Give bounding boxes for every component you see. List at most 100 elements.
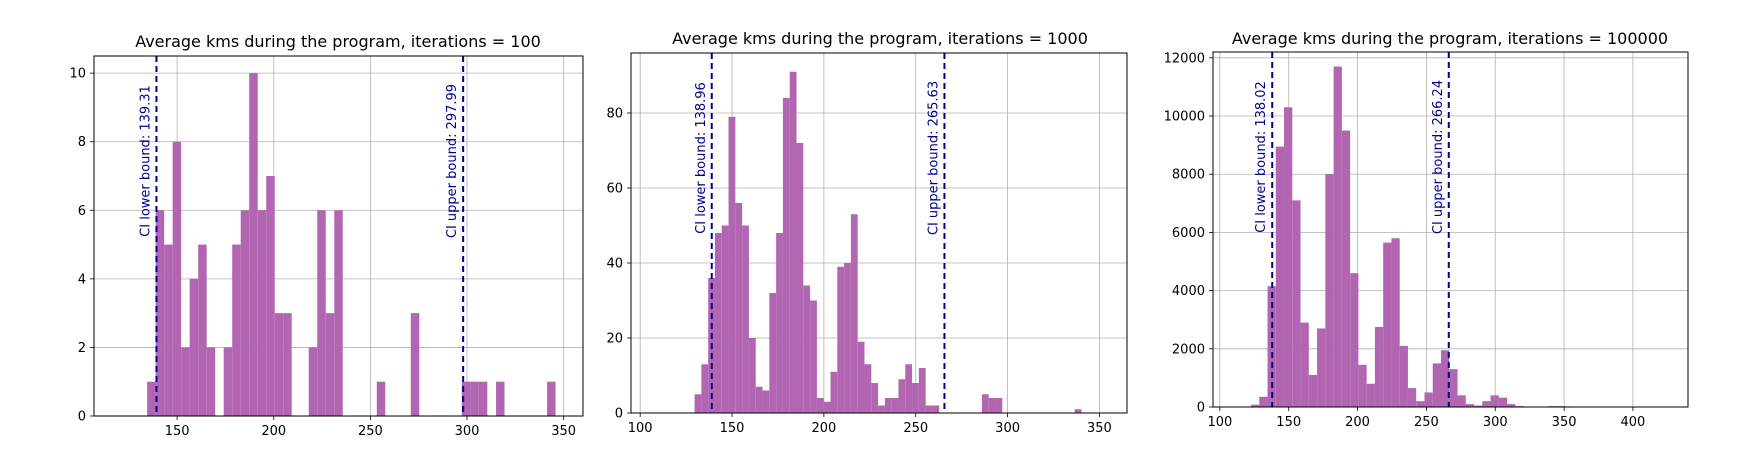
histogram-bar: [995, 398, 1003, 413]
ci-lower-label: CI lower bound: 139.31: [138, 85, 153, 237]
histogram-bar: [844, 263, 851, 413]
histogram-bar: [249, 73, 258, 417]
histogram-bar: [1350, 273, 1359, 407]
x-tick-label: 200: [1345, 415, 1370, 430]
histogram-bar: [782, 98, 790, 413]
histogram-bar: [147, 381, 156, 416]
panel-iterations-100: Average kms during the program, iteratio…: [69, 32, 584, 439]
chart-title: Average kms during the program, iteratio…: [135, 32, 541, 51]
y-tick-label: 2: [78, 341, 86, 356]
histogram-bar: [1325, 174, 1334, 407]
histogram-bar: [1284, 107, 1293, 407]
x-tick-label: 350: [551, 424, 576, 439]
y-tick-label: 12000: [1164, 51, 1205, 66]
y-tick-label: 6: [78, 204, 86, 219]
histogram-bar: [816, 398, 824, 413]
histogram-bar: [172, 141, 182, 416]
x-tick-label: 100: [628, 421, 653, 436]
histogram-bar: [257, 210, 267, 416]
histogram-bar: [988, 398, 996, 413]
histogram-bar: [1374, 326, 1384, 407]
histogram-bar: [1074, 409, 1082, 413]
ci-upper-label: CI upper bound: 265.63: [926, 81, 941, 235]
plot-frame: [630, 52, 1128, 414]
histogram-bar: [334, 210, 343, 416]
histogram-bar: [1317, 328, 1326, 407]
histogram-bar: [701, 364, 709, 413]
histogram-bar: [1300, 322, 1309, 407]
histogram-bar: [769, 293, 777, 413]
x-tick-label: 100: [1207, 415, 1232, 430]
histogram-bar: [283, 313, 292, 416]
histogram-bar: [1449, 369, 1458, 407]
histogram-bar: [762, 390, 770, 413]
histogram-bar: [308, 347, 318, 416]
ci-lower-label: CI lower bound: 138.96: [694, 82, 709, 234]
histogram-bar: [871, 383, 879, 413]
x-tick-label: 300: [455, 424, 480, 439]
histogram-bar: [189, 278, 199, 416]
histogram-bar: [1416, 401, 1425, 407]
histogram-bar: [1308, 374, 1318, 407]
histogram-bar: [240, 210, 250, 416]
y-tick-label: 60: [606, 182, 623, 197]
histogram-bar: [891, 398, 899, 413]
histogram-bar: [830, 371, 838, 413]
histogram-bar: [266, 176, 275, 416]
histogram-bar: [905, 364, 913, 413]
histogram-bar: [810, 300, 817, 413]
histogram-bar: [742, 225, 749, 413]
histogram-bar: [410, 313, 420, 416]
histogram-bar: [1251, 404, 1260, 407]
histogram-bar: [547, 381, 556, 416]
y-tick-label: 0: [615, 407, 623, 422]
histogram-bar: [789, 71, 797, 413]
chart-title: Average kms during the program, iteratio…: [1232, 29, 1668, 48]
histogram-bar: [206, 347, 216, 416]
y-tick-label: 20: [606, 332, 623, 347]
x-tick-label: 200: [261, 424, 286, 439]
histogram-bar: [1507, 404, 1516, 407]
histogram-bar: [878, 405, 885, 413]
histogram-bar: [1275, 146, 1285, 407]
histogram-bar: [478, 381, 488, 416]
histogram-bar: [198, 244, 207, 416]
histogram-bar: [694, 394, 702, 413]
x-tick-label: 150: [1276, 415, 1301, 430]
ci-upper-label: CI upper bound: 266.24: [1431, 80, 1446, 234]
y-tick-label: 6000: [1172, 226, 1205, 241]
histogram-bar: [232, 244, 241, 416]
x-tick-label: 250: [358, 424, 383, 439]
histogram-bar: [884, 398, 892, 413]
histogram-bar: [1490, 395, 1499, 407]
y-tick-label: 4: [78, 272, 86, 287]
histogram-bar: [164, 244, 173, 416]
histogram-bar: [864, 364, 872, 413]
histogram-bar: [1424, 392, 1433, 407]
histogram-bar: [898, 379, 906, 413]
chart-title: Average kms during the program, iteratio…: [672, 29, 1088, 48]
x-tick-label: 300: [995, 421, 1020, 436]
x-tick-label: 350: [1087, 421, 1112, 436]
histogram-bar: [1341, 130, 1351, 408]
histogram-bar: [1366, 383, 1375, 407]
histogram-bar: [981, 394, 989, 413]
y-tick-label: 10: [69, 67, 86, 82]
y-tick-label: 10000: [1164, 110, 1205, 125]
histogram-bar: [755, 386, 763, 413]
histogram-bar: [837, 266, 845, 413]
x-tick-label: 400: [1621, 415, 1646, 430]
panel-iterations-1000: Average kms during the program, iteratio…: [606, 29, 1128, 436]
histogram-bar: [728, 116, 736, 413]
histogram-bar: [796, 143, 804, 413]
histogram-bar: [1383, 242, 1392, 407]
histogram-bar: [932, 405, 940, 413]
histogram-bar: [748, 338, 756, 413]
histogram-bar: [721, 225, 729, 413]
histogram-bar: [1292, 200, 1301, 407]
histogram-bar: [1432, 363, 1441, 407]
ci-lower-label: CI lower bound: 138.02: [1254, 81, 1269, 233]
histogram-bar: [274, 313, 284, 416]
x-tick-label: 250: [903, 421, 928, 436]
